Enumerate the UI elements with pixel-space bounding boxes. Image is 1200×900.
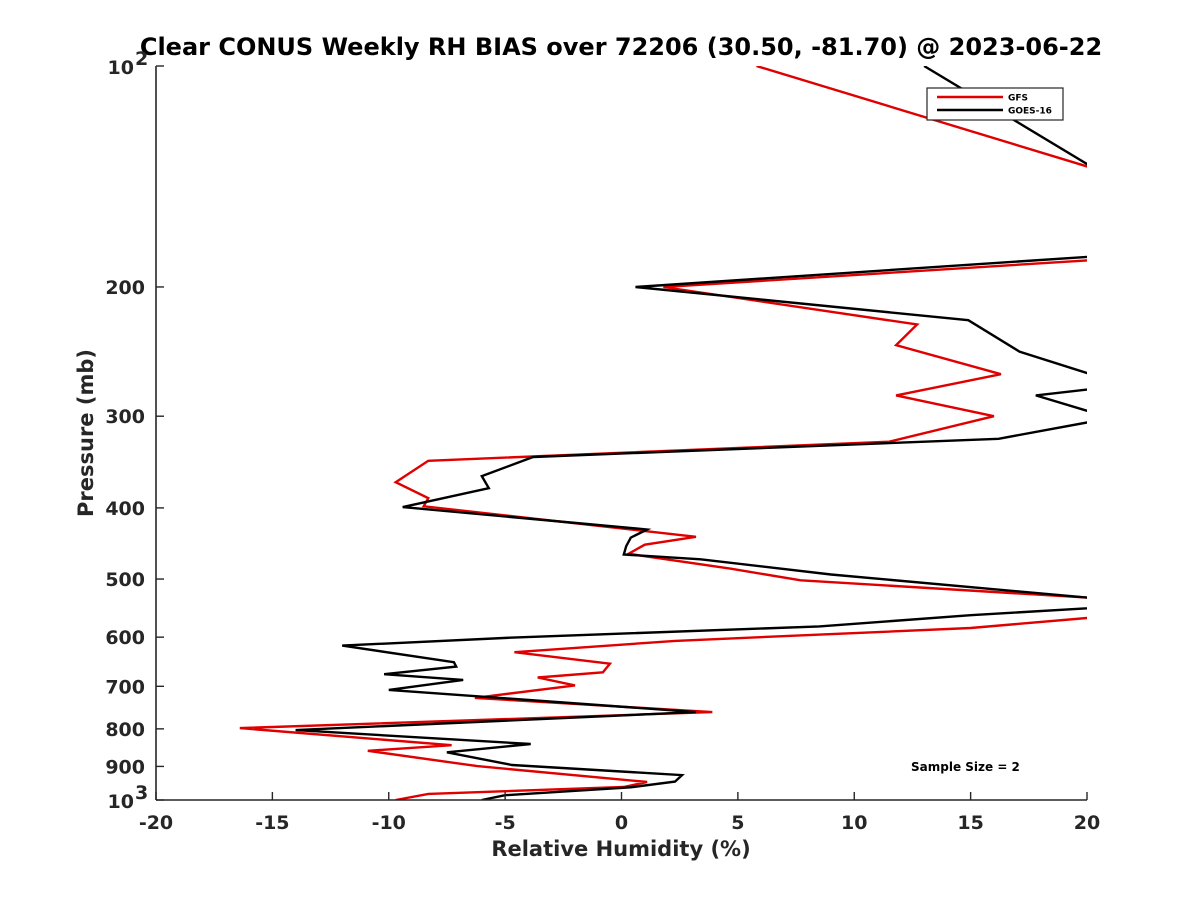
y-tick-label: 10 — [108, 791, 134, 813]
x-tick-label: 10 — [841, 812, 867, 834]
x-tick-label: -20 — [139, 812, 173, 834]
sample-size-annotation: Sample Size = 2 — [911, 760, 1020, 774]
series-line-gfs — [239, 66, 1087, 800]
y-tick-exponent: 3 — [135, 782, 148, 804]
y-tick-label: 200 — [105, 277, 145, 299]
legend-label-gfs: GFS — [1008, 94, 1028, 104]
legend: GFS GOES-16 — [926, 87, 1064, 121]
x-tick-label: 15 — [957, 812, 983, 834]
y-tick-label: 300 — [105, 406, 145, 428]
y-tick-label: 500 — [105, 569, 145, 591]
y-tick-exponent: 2 — [135, 48, 148, 70]
legend-box — [926, 87, 1064, 121]
x-tick-label: 20 — [1074, 812, 1100, 834]
x-tick-label: -10 — [372, 812, 406, 834]
series-line-goes-16 — [295, 66, 1087, 800]
x-axis-ticks: -20 -15 -10 -5 0 5 10 15 20 — [139, 792, 1100, 834]
x-tick-label: 5 — [731, 812, 744, 834]
legend-label-goes-16: GOES-16 — [1008, 107, 1052, 117]
y-tick-label: 10 — [108, 57, 134, 79]
y-tick-label: 800 — [105, 719, 145, 741]
chart-title: Clear CONUS Weekly RH BIAS over 72206 (3… — [140, 33, 1102, 61]
y-tick-base: 10 — [108, 791, 134, 813]
y-tick-label: 600 — [105, 627, 145, 649]
y-tick-label: 900 — [105, 756, 145, 778]
y-tick-label: 700 — [105, 676, 145, 698]
x-axis-label: Relative Humidity (%) — [491, 837, 750, 861]
x-tick-label: -5 — [495, 812, 516, 834]
series-lines — [239, 66, 1087, 800]
x-tick-label: -15 — [255, 812, 289, 834]
y-tick-label: 400 — [105, 498, 145, 520]
y-tick-base: 10 — [108, 57, 134, 79]
x-tick-label: 0 — [615, 812, 628, 834]
y-axis-label: Pressure (mb) — [74, 349, 98, 517]
